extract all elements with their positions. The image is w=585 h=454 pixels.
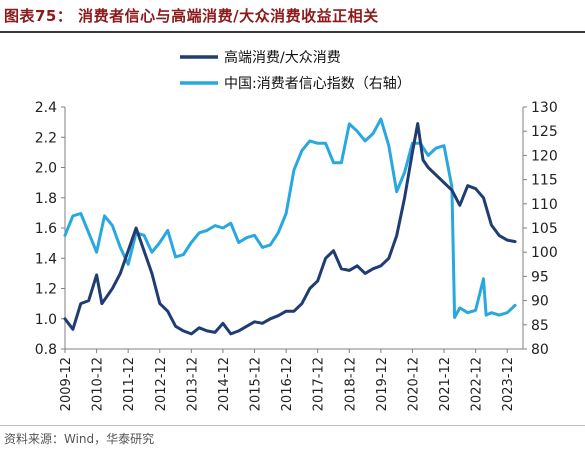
left-y-tick-label: 1.8 bbox=[35, 191, 57, 207]
footer-divider bbox=[0, 425, 585, 426]
x-tick-label: 2011-12 bbox=[122, 357, 137, 411]
left-y-tick-label: 2.4 bbox=[35, 100, 57, 116]
x-tick-label: 2021-12 bbox=[438, 357, 453, 411]
series-line-consumer-confidence bbox=[63, 117, 517, 319]
right-y-tick-label: 80 bbox=[531, 342, 549, 358]
title-bar: 图表75： 消费者信心与高端消费/大众消费收益正相关 bbox=[0, 0, 585, 33]
left-y-tick-label: 2.0 bbox=[35, 161, 57, 177]
series-layer bbox=[63, 117, 517, 336]
x-tick-label: 2013-12 bbox=[185, 357, 200, 411]
series-line-premium-mass-ratio bbox=[63, 122, 517, 336]
left-y-tick-label: 1.0 bbox=[35, 312, 57, 328]
figure-title: 图表75： 消费者信心与高端消费/大众消费收益正相关 bbox=[4, 7, 379, 25]
x-tick-label: 2017-12 bbox=[312, 357, 327, 411]
axes: 0.8 1.0 1.2 1.4 1.6 1.8 2.0 2.2 2.4 80 85 90 95 100 10… bbox=[35, 100, 558, 411]
left-y-tick-label: 2.2 bbox=[35, 130, 57, 146]
x-tick-label: 2018-12 bbox=[343, 357, 358, 411]
x-tick-label: 2016-12 bbox=[280, 357, 295, 411]
right-y-tick-label: 85 bbox=[531, 318, 549, 334]
right-y-tick-label: 100 bbox=[531, 245, 558, 261]
right-y-tick-label: 90 bbox=[531, 294, 549, 310]
x-tick-label: 2022-12 bbox=[470, 357, 485, 411]
x-tick-label: 2019-12 bbox=[375, 357, 390, 411]
right-y-tick-label: 105 bbox=[531, 221, 558, 237]
right-y-tick-label: 125 bbox=[531, 124, 558, 140]
x-tick-label: 2012-12 bbox=[154, 357, 169, 411]
x-tick-label: 2014-12 bbox=[217, 357, 232, 411]
x-tick-label: 2010-12 bbox=[91, 357, 106, 411]
legend-label: 高端消费/大众消费 bbox=[224, 49, 341, 66]
x-tick-label: 2015-12 bbox=[249, 357, 264, 411]
left-y-tick-label: 1.6 bbox=[35, 221, 57, 237]
right-y-tick-label: 110 bbox=[531, 197, 558, 213]
dual-axis-line-chart: 0.8 1.0 1.2 1.4 1.6 1.8 2.0 2.2 2.4 80 85 90 95 100 10… bbox=[35, 49, 558, 411]
x-tick-label: 2023-12 bbox=[501, 357, 516, 411]
source-note: 资料来源：Wind，华泰研究 bbox=[4, 432, 155, 446]
left-y-tick-label: 1.2 bbox=[35, 282, 57, 298]
left-y-tick-label: 1.4 bbox=[35, 251, 57, 267]
left-y-tick-label: 0.8 bbox=[35, 342, 57, 358]
x-tick-label: 2009-12 bbox=[59, 357, 74, 411]
right-y-tick-label: 130 bbox=[531, 100, 558, 116]
x-tick-label: 2020-12 bbox=[406, 357, 421, 411]
right-y-tick-label: 115 bbox=[531, 173, 558, 189]
legend-label: 中国:消费者信心指数（右轴） bbox=[224, 76, 411, 92]
right-y-tick-label: 120 bbox=[531, 148, 558, 164]
right-y-tick-label: 95 bbox=[531, 269, 549, 285]
